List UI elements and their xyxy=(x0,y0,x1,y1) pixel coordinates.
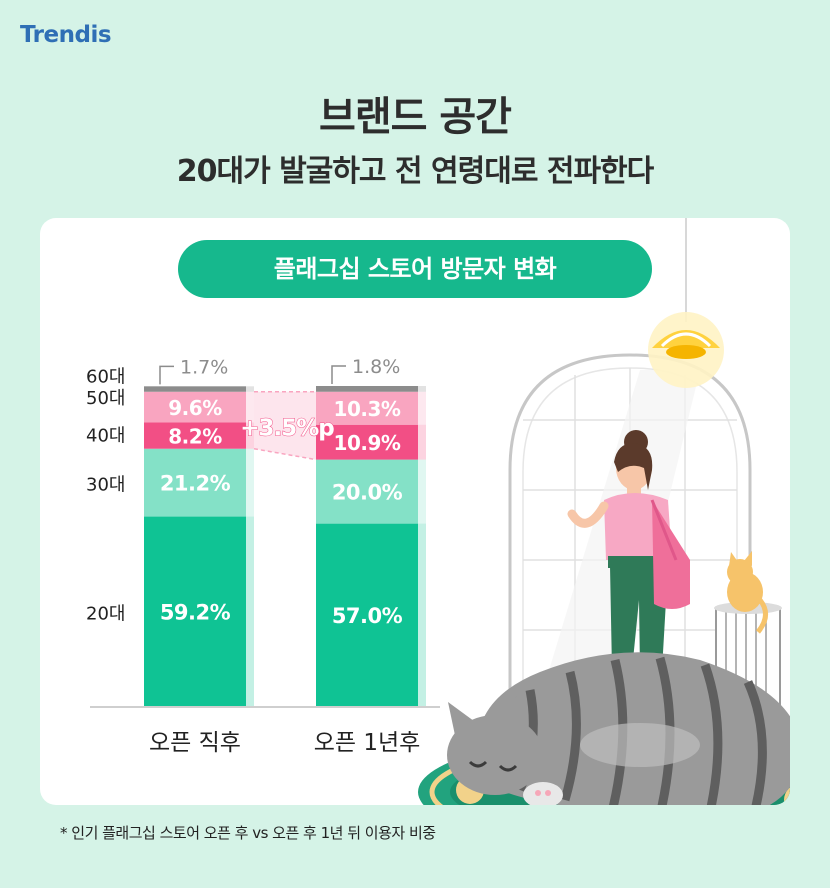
bar-segment xyxy=(144,386,246,392)
category-label: 오픈 1년후 xyxy=(314,730,421,756)
bar-segment-shadow xyxy=(418,386,426,392)
headline-line1: 브랜드 공간 xyxy=(319,94,512,140)
data-label: 57.0% xyxy=(332,604,403,628)
bar-segment-shadow xyxy=(246,386,254,392)
bar-segment-shadow xyxy=(418,391,426,425)
data-label: 10.3% xyxy=(334,397,401,421)
data-label: 59.2% xyxy=(160,600,231,624)
bar-segment-shadow xyxy=(246,422,254,449)
bar-segment xyxy=(144,448,246,517)
data-label-60: 1.8% xyxy=(352,356,400,378)
legend-label: 30대 xyxy=(86,475,125,496)
bar-segment-shadow xyxy=(246,516,254,706)
data-label: 10.9% xyxy=(334,431,401,455)
legend-label: 20대 xyxy=(86,603,125,624)
callout-line xyxy=(159,365,174,385)
headline-line2: 20대가 발굴하고 전 연령대로 전파한다 xyxy=(176,154,655,189)
footnote: * 인기 플래그십 스토어 오픈 후 vs 오픈 후 1년 뒤 이용자 비중 xyxy=(60,824,436,842)
bar-segment xyxy=(144,422,246,449)
bar-segment-shadow xyxy=(246,391,254,423)
orange-cat-icon xyxy=(727,551,768,634)
change-annotation: +3.5%p xyxy=(240,416,334,442)
data-label: 20.0% xyxy=(332,481,403,505)
bar-segment xyxy=(316,386,418,392)
data-label: 9.6% xyxy=(168,396,222,420)
lamp-icon xyxy=(648,218,724,388)
bar-segment-shadow xyxy=(246,448,254,517)
tabby-cat-icon xyxy=(447,652,790,805)
legend-label: 50대 xyxy=(86,388,125,409)
data-label: 8.2% xyxy=(168,425,222,449)
bar-segment xyxy=(316,391,418,425)
change-band xyxy=(254,391,316,460)
woman-icon xyxy=(567,430,690,670)
data-label: 21.2% xyxy=(160,472,231,496)
bar-segment-shadow xyxy=(418,523,426,706)
bar-segment-shadow xyxy=(418,424,426,460)
chart-title-pill: 플래그십 스토어 방문자 변화 xyxy=(178,240,652,298)
bar-segment xyxy=(316,424,418,460)
legend-label: 60대 xyxy=(86,366,125,387)
bar-segment xyxy=(144,516,246,706)
category-label: 오픈 직후 xyxy=(149,730,241,756)
trendis-logo: Trendis xyxy=(20,22,112,48)
data-label-60: 1.7% xyxy=(180,356,228,378)
band-edge-bottom xyxy=(253,447,317,461)
legend-label: 40대 xyxy=(86,426,125,447)
bar-segment xyxy=(316,523,418,706)
logo-text: Trendis xyxy=(20,22,112,48)
bar-segment xyxy=(144,391,246,423)
bar-segment xyxy=(316,459,418,524)
callout-line xyxy=(331,365,346,384)
bar-segment-shadow xyxy=(418,459,426,524)
